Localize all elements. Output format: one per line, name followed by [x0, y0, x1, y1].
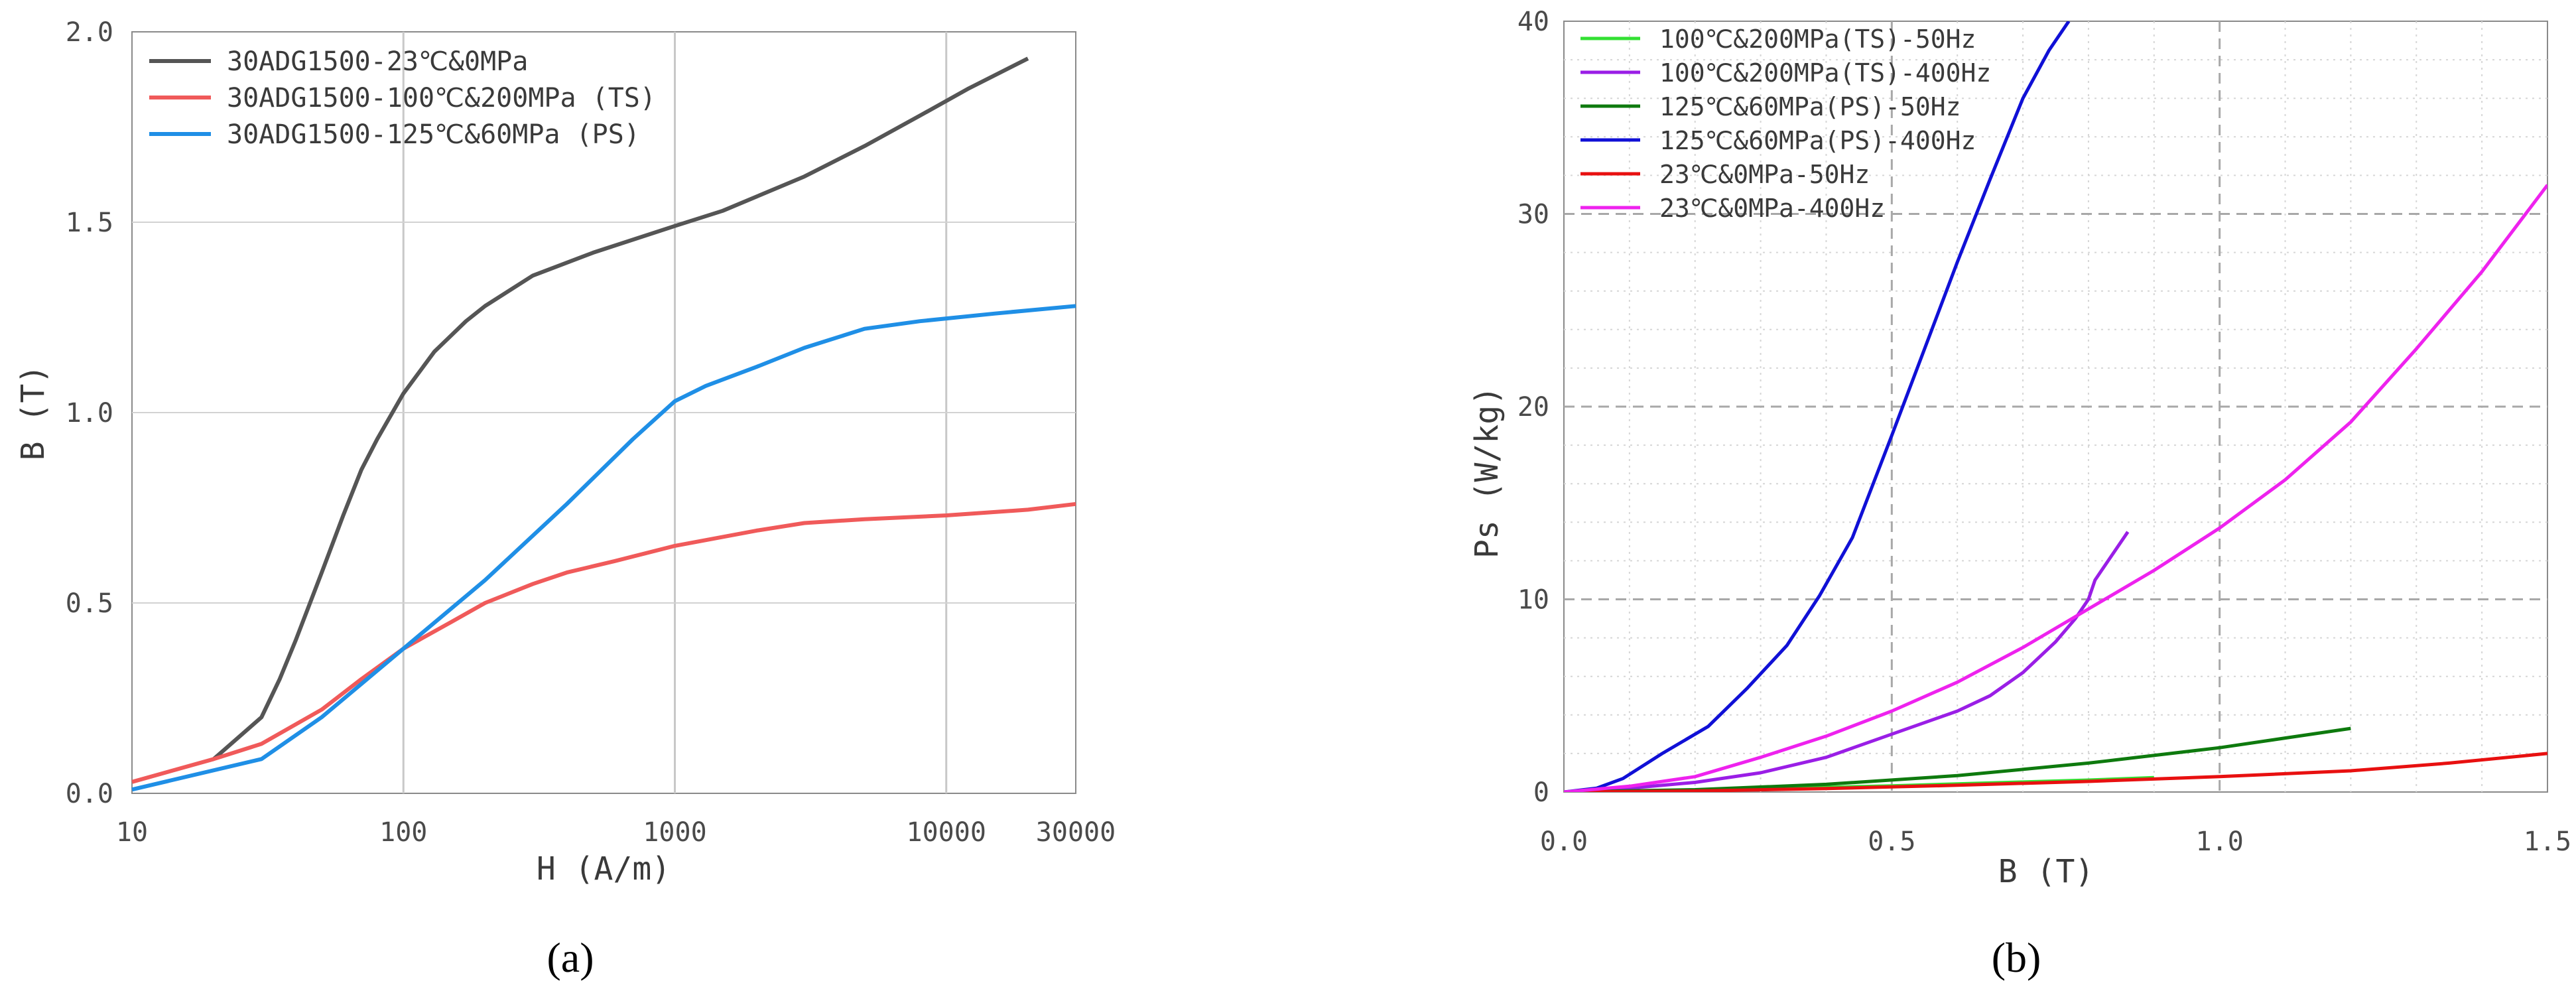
panel-a-y-tick-label: 1.0	[66, 398, 113, 429]
panel-b-series	[1564, 21, 2547, 792]
panel-a-y-tick-label: 0.0	[66, 779, 113, 809]
panel-b-y-tick-label: 10	[1517, 585, 1549, 616]
panel-a-grid	[132, 32, 1076, 793]
panel-b-x-tick-label: 0.5	[1868, 827, 1915, 857]
panel-a-legend-label: 30ADG1500-100℃&200MPa (TS)	[227, 83, 656, 113]
panel-b-legend-label: 125℃&60MPa(PS)-400Hz	[1659, 126, 1976, 155]
panel-b-legend-label: 23℃&0MPa-50Hz	[1659, 160, 1870, 189]
panel-a-legend-label: 30ADG1500-23℃&0MPa	[227, 46, 528, 77]
panel-a-xlabel: H (A/m)	[537, 850, 671, 888]
panel-b-legend-label: 100℃&200MPa(TS)-400Hz	[1659, 58, 1991, 88]
panel-b-legend-label: 125℃&60MPa(PS)-50Hz	[1659, 92, 1961, 121]
panel-a-chart: 10 100 1000 10000 30000 0.0 0.5 1.0 1.5 2.0 H (A/…	[15, 17, 1116, 981]
panel-a-x-tick-label: 30000	[1036, 817, 1116, 848]
panel-b-xlabel: B (T)	[1998, 853, 2094, 890]
panel-a-ylabel: B (T)	[15, 365, 52, 461]
panel-a-legend: 30ADG1500-23℃&0MPa 30ADG1500-100℃&200MPa …	[149, 46, 656, 150]
panel-a-series-line	[212, 56, 1029, 761]
panel-b-x-tick-label: 1.0	[2196, 827, 2244, 857]
panel-b-legend-label: 100℃&200MPa(TS)-50Hz	[1659, 25, 1976, 54]
panel-b-y-tick-label: 20	[1517, 392, 1549, 423]
panel-b-ylabel: Ps (W/kg)	[1468, 386, 1506, 559]
panel-b-series-line	[1564, 21, 2071, 792]
panel-b-legend-label: 23℃&0MPa-400Hz	[1659, 194, 1885, 223]
panel-a-x-tick-label: 10000	[907, 817, 986, 848]
panel-b-caption: (b)	[1992, 934, 2041, 981]
panel-a-series-line	[131, 501, 1076, 784]
panel-b-grid	[1564, 21, 2547, 792]
panel-a-ticks: 10 100 1000 10000 30000 0.0 0.5 1.0 1.5 2.0	[66, 17, 1116, 848]
panel-a-y-tick-label: 1.5	[66, 208, 113, 238]
panel-a-y-tick-label: 2.0	[66, 17, 113, 48]
panel-a-x-tick-label: 100	[379, 817, 427, 848]
panel-b-series-line	[1564, 752, 2547, 792]
panel-a-series	[131, 56, 1076, 792]
panel-b-y-tick-label: 30	[1517, 200, 1549, 230]
panel-a-legend-label: 30ADG1500-125℃&60MPa (PS)	[227, 119, 640, 150]
panel-b-legend: 100℃&200MPa(TS)-50Hz 100℃&200MPa(TS)-400H…	[1580, 25, 1991, 223]
panel-a-x-tick-label: 10	[116, 817, 148, 848]
panel-a-series-line	[131, 304, 1076, 792]
panel-b-x-tick-label: 1.5	[2524, 827, 2571, 857]
panel-b-y-tick-label: 40	[1517, 7, 1549, 37]
panel-b-ticks: 0.0 0.5 1.0 1.5 0 10 20 30 40	[1517, 7, 2571, 857]
panel-b-x-tick-label: 0.0	[1540, 827, 1588, 857]
panel-a-y-tick-label: 0.5	[66, 588, 113, 619]
panel-a-x-tick-label: 1000	[643, 817, 706, 848]
panel-b-chart: 0.0 0.5 1.0 1.5 0 10 20 30 40 B (T) Ps (W/kg) 10…	[1468, 7, 2571, 981]
panel-a-caption: (a)	[547, 934, 594, 981]
panel-b-y-tick-label: 0	[1533, 777, 1549, 808]
panel-b-series-line	[1564, 184, 2547, 792]
panel-b-series-line	[1564, 531, 2130, 792]
